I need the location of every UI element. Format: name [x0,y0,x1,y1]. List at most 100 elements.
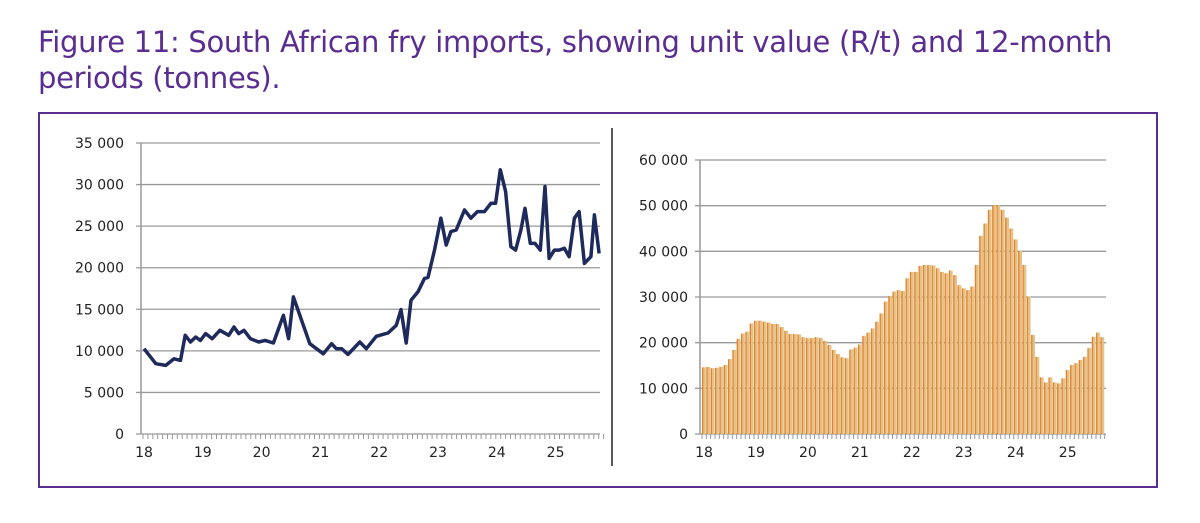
bar [727,359,730,434]
bar [1009,228,1011,434]
bar-fill [867,332,871,434]
bar [1005,217,1007,434]
y-tick-label: 50 000 [639,199,688,215]
y-tick-label: 35 000 [75,136,124,152]
bar-fill [729,359,732,434]
tonnes-bar-chart: 0 10 000 20 000 30 000 40 000 50 000 60 000 18 1… [639,153,1106,461]
x-tick-label: 23 [429,445,447,461]
bar [1083,356,1085,434]
bar [1096,332,1098,434]
bar [1052,382,1055,434]
bar-fill [1075,363,1079,434]
x-tick-label: 18 [695,445,713,461]
bar [779,327,782,434]
bar [966,290,968,434]
bar [957,285,959,434]
y-tick-label: 10 000 [639,381,688,397]
bar [758,320,760,434]
bar-fill [1010,228,1014,434]
bar [710,368,713,434]
bar-fill [967,290,971,434]
x-tick-label: 24 [488,445,506,461]
bar [762,321,765,434]
bar-fill [919,265,923,434]
bar [961,288,964,434]
bar-fill [824,340,828,434]
bar [740,333,743,434]
bar-fill [993,205,997,434]
bar-fill [724,365,728,434]
bar [788,333,790,434]
bar-fill [1097,332,1100,434]
y-tick-label: 30 000 [75,178,124,194]
bar-fill [885,301,888,434]
bar [1078,360,1081,434]
bar [862,335,864,434]
bar-fill [811,338,815,434]
bar [732,349,734,434]
bar-fill [928,265,932,434]
bar [814,337,816,434]
bar [1087,348,1089,434]
bar [797,334,799,434]
bar [1035,356,1037,434]
x-tick-label: 22 [370,445,388,461]
y-tick-label: 30 000 [639,290,688,306]
bar [1057,383,1059,434]
y-tick-label: 0 [115,427,124,443]
bar [836,354,838,434]
bar-fill [898,290,901,434]
bar-fill [1080,360,1083,434]
y-tick-label: 5 000 [84,385,124,401]
bar-fill [1002,209,1005,434]
bar [827,344,829,434]
bar-fill [989,209,992,434]
bar [992,205,994,434]
x-tick-label: 25 [547,445,565,461]
bar [905,278,907,434]
unit-value-line-chart: 0 5 000 10 000 15 000 20 000 25 000 30 000 35 0… [75,136,605,461]
bar-fill [863,335,867,434]
bar-fill [772,323,776,434]
bar-fill [841,357,845,434]
bar-fill [1071,365,1074,434]
bar-fill [1036,356,1040,434]
bar-fill [785,330,789,434]
bar [1018,250,1020,434]
bar-fill [720,366,724,434]
bar [888,296,890,434]
bar-fill [980,235,984,434]
bar [792,333,795,434]
bar-fill [759,320,763,434]
bar [823,340,825,434]
bar [857,344,860,434]
figure-title: Figure 11: South African fry imports, sh… [38,25,1113,95]
bar [974,265,977,434]
bar [775,323,778,434]
bar [1026,296,1029,434]
bar [1091,336,1094,434]
bar [983,223,985,434]
bar-fill [984,223,988,434]
x-tick-label: 20 [799,445,817,461]
x-tick-label: 18 [135,445,153,461]
bar [918,265,920,434]
bar-fill [1019,250,1022,434]
bar [810,338,812,434]
bar-fill [1088,348,1092,434]
bar-fill [976,265,979,434]
x-tick-label: 19 [747,445,765,461]
bar [1100,337,1102,434]
y-tick-label: 60 000 [639,153,688,169]
bar-fill [941,271,945,434]
bar-fill [815,337,819,434]
bar [931,265,933,434]
bar [940,271,942,434]
x-tick-label: 20 [253,445,271,461]
bar [948,270,951,434]
bar-fill [915,271,919,434]
x-tick-label: 21 [851,445,869,461]
bar-fill [781,327,784,434]
bar [853,347,855,434]
